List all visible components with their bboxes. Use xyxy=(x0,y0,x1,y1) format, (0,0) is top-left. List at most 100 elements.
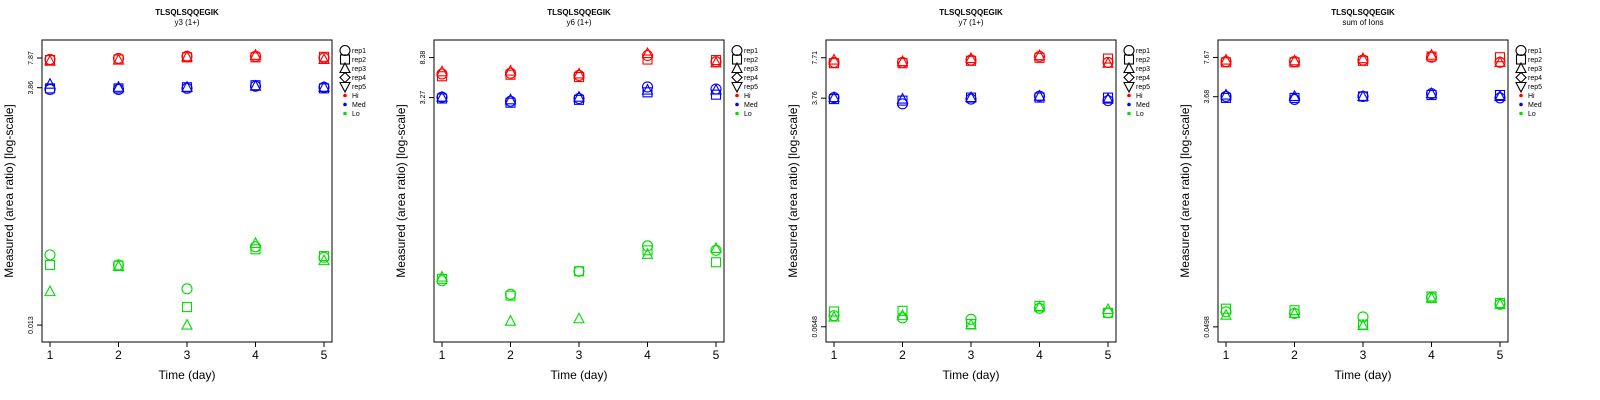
data-point-hi-rep2 xyxy=(1102,53,1114,64)
data-point-med-rep3 xyxy=(641,83,654,95)
x-tick-label: 1 xyxy=(47,348,54,362)
x-tick-label: 5 xyxy=(1105,348,1112,362)
legend-label: rep4 xyxy=(1136,75,1150,82)
legend-label: Hi xyxy=(1528,93,1535,100)
data-point-lo-rep3 xyxy=(965,318,977,330)
data-point-lo-rep2 xyxy=(897,305,908,316)
data-point-hi-rep2 xyxy=(181,52,193,63)
data-point-lo-rep2 xyxy=(828,306,840,317)
data-point-lo-rep2 xyxy=(573,266,585,277)
data-point-hi-rep3 xyxy=(641,46,654,59)
data-point-lo-rep3 xyxy=(1288,306,1301,319)
legend-marker-rep5 xyxy=(339,81,351,94)
chart-subtitle: y6 (1+) xyxy=(566,18,591,27)
legend-marker-rep5 xyxy=(1515,81,1527,94)
x-tick-label: 3 xyxy=(184,348,191,362)
legend-marker-rep4 xyxy=(731,71,743,84)
legend-label: rep4 xyxy=(744,75,758,82)
data-point-hi-rep3 xyxy=(1220,53,1232,65)
legend-label: rep3 xyxy=(744,66,758,73)
legend-label: rep2 xyxy=(352,57,366,64)
data-point-lo-rep3 xyxy=(436,270,448,282)
data-point-med-rep3 xyxy=(896,92,909,104)
legend-marker-hi xyxy=(1519,93,1523,98)
legend-label: rep2 xyxy=(1136,57,1150,64)
legend-label: Lo xyxy=(1528,111,1536,118)
legend-label: rep3 xyxy=(1528,66,1542,73)
data-point-lo-rep3 xyxy=(318,253,330,266)
data-point-med-rep3 xyxy=(1425,86,1438,99)
legend-marker-lo xyxy=(1519,111,1523,116)
y-tick-label: 0.0648 xyxy=(812,316,819,338)
legend-label: rep5 xyxy=(1528,84,1542,91)
data-point-lo-rep1 xyxy=(573,265,585,277)
data-point-lo-rep3 xyxy=(112,259,125,272)
data-point-lo-rep1 xyxy=(1357,311,1369,323)
data-point-hi-rep2 xyxy=(642,54,653,65)
legend-label: rep1 xyxy=(744,48,758,55)
data-point-hi-rep2 xyxy=(710,55,722,66)
data-point-med-rep3 xyxy=(318,80,330,92)
plot-frame xyxy=(41,39,333,343)
data-point-lo-rep3 xyxy=(1102,302,1114,315)
data-point-lo-rep3 xyxy=(1033,300,1046,312)
data-point-lo-rep3 xyxy=(1494,297,1506,309)
x-tick-label: 2 xyxy=(899,348,906,362)
data-point-med-rep2 xyxy=(113,83,124,94)
x-tick-label: 2 xyxy=(115,348,122,362)
legend-label: rep3 xyxy=(1136,66,1150,73)
y-axis-label: Measured (area ratio) [log-scale] xyxy=(1178,104,1192,277)
x-tick-label: 2 xyxy=(1291,348,1298,362)
data-point-lo-rep3 xyxy=(710,241,722,254)
data-point-lo-rep2 xyxy=(318,251,330,262)
legend-label: Lo xyxy=(352,111,360,118)
legend-label: rep2 xyxy=(744,57,758,64)
legend-marker-rep4 xyxy=(339,71,351,84)
y-tick-label: 3.27 xyxy=(420,91,427,105)
data-point-med-rep2 xyxy=(828,94,840,105)
data-point-lo-rep2 xyxy=(505,290,516,301)
chart-subtitle: sum of Ions xyxy=(1342,18,1383,27)
legend-marker-hi xyxy=(1127,93,1131,98)
data-point-med-rep3 xyxy=(1102,92,1114,104)
plot-frame xyxy=(825,39,1117,343)
data-point-lo-rep1 xyxy=(181,283,193,295)
x-tick-label: 5 xyxy=(713,348,720,362)
data-point-lo-rep3 xyxy=(44,284,56,297)
data-point-med-rep3 xyxy=(1288,89,1301,101)
data-point-lo-rep2 xyxy=(181,302,193,313)
legend-label: Lo xyxy=(1136,111,1144,118)
legend-label: rep1 xyxy=(352,48,366,55)
data-point-lo-rep3 xyxy=(1425,291,1438,303)
data-point-med-rep3 xyxy=(1220,88,1232,100)
legend-label: Hi xyxy=(744,93,751,100)
data-point-hi-rep3 xyxy=(249,48,262,60)
data-point-hi-rep2 xyxy=(1289,57,1300,68)
legend-label: rep2 xyxy=(1528,57,1542,64)
x-tick-label: 4 xyxy=(252,348,259,362)
x-axis-label: Time (day) xyxy=(943,368,1000,382)
x-tick-label: 3 xyxy=(968,348,975,362)
data-point-lo-rep1 xyxy=(1102,307,1114,319)
data-point-med-rep3 xyxy=(44,77,56,89)
data-point-med-rep2 xyxy=(436,93,448,104)
data-point-lo-rep2 xyxy=(642,245,653,256)
y-axis-label: Measured (area ratio) [log-scale] xyxy=(2,104,16,277)
legend-label: Lo xyxy=(744,111,752,118)
x-axis-label: Time (day) xyxy=(159,368,216,382)
legend-marker-lo xyxy=(343,111,347,116)
data-point-hi-rep3 xyxy=(436,65,448,77)
data-point-med-rep3 xyxy=(112,80,125,92)
data-point-med-rep3 xyxy=(1357,89,1369,101)
data-point-hi-rep2 xyxy=(1494,52,1506,63)
data-point-lo-rep2 xyxy=(436,273,448,284)
legend-marker-rep4 xyxy=(1515,71,1527,84)
data-point-lo-rep3 xyxy=(896,308,909,321)
data-point-hi-rep1 xyxy=(1102,56,1114,68)
y-axis-label: Measured (area ratio) [log-scale] xyxy=(786,104,800,277)
data-point-lo-rep2 xyxy=(1220,303,1232,314)
